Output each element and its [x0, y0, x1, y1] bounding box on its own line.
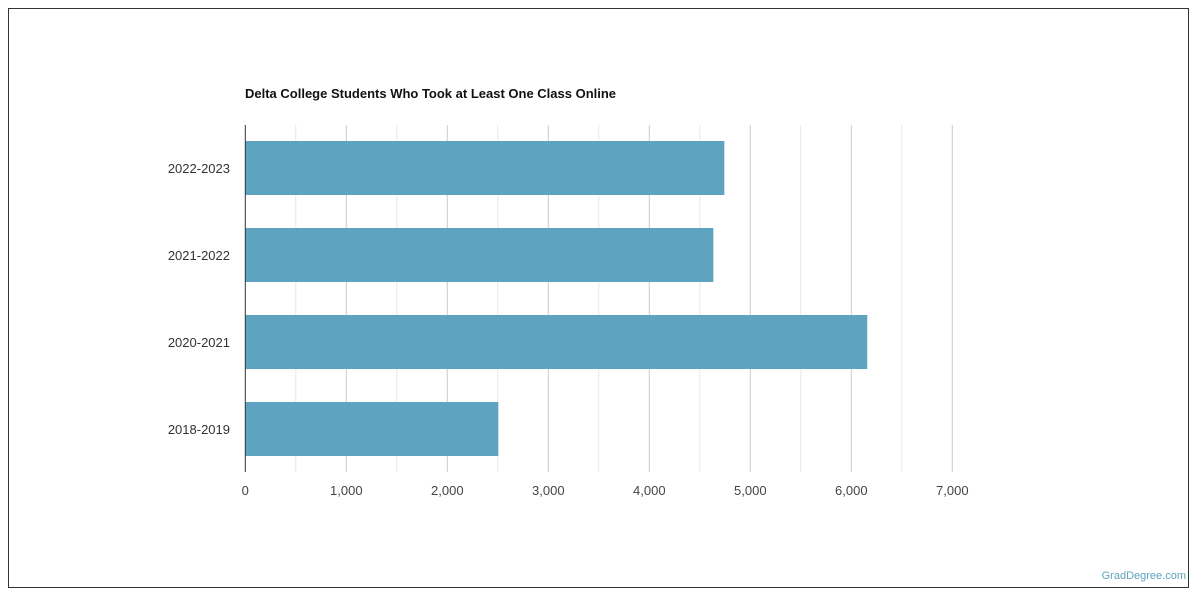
chart-frame — [8, 8, 1189, 588]
y-category-label: 2022-2023 — [168, 161, 230, 176]
x-tick-label: 6,000 — [835, 483, 868, 498]
y-category-label: 2021-2022 — [168, 248, 230, 263]
x-tick-label: 2,000 — [431, 483, 464, 498]
x-tick-label: 7,000 — [936, 483, 969, 498]
bar — [245, 402, 499, 456]
y-category-label: 2018-2019 — [168, 422, 230, 437]
bar — [245, 228, 714, 282]
bar — [245, 141, 725, 195]
y-category-label: 2020-2021 — [168, 335, 230, 350]
x-tick-label: 4,000 — [633, 483, 666, 498]
bar — [245, 315, 868, 369]
credit-link[interactable]: GradDegree.com — [1101, 570, 1186, 582]
x-tick-label: 3,000 — [532, 483, 565, 498]
x-tick-label: 0 — [242, 483, 249, 498]
x-tick-label: 5,000 — [734, 483, 767, 498]
x-tick-label: 1,000 — [330, 483, 363, 498]
chart-title: Delta College Students Who Took at Least… — [245, 86, 617, 101]
